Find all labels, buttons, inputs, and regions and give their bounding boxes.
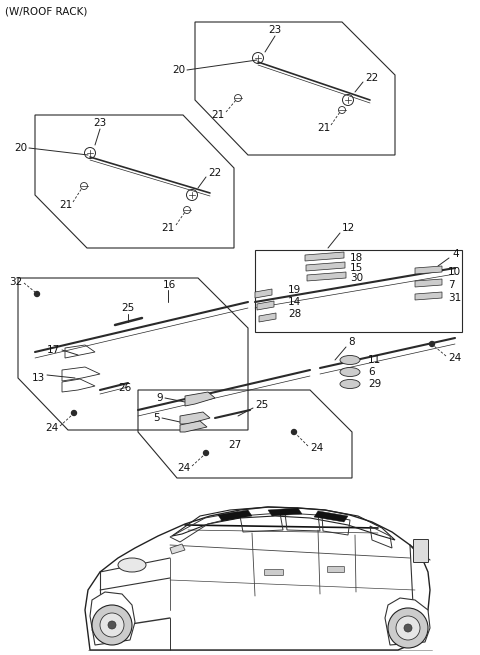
Polygon shape — [306, 262, 345, 271]
Text: 24: 24 — [448, 353, 461, 363]
Text: 8: 8 — [348, 337, 355, 347]
Text: 21: 21 — [59, 200, 72, 210]
Text: 7: 7 — [448, 280, 455, 290]
Circle shape — [108, 621, 116, 629]
Text: 24: 24 — [310, 443, 323, 453]
Text: 20: 20 — [172, 65, 185, 75]
Polygon shape — [385, 598, 430, 645]
Polygon shape — [218, 510, 252, 521]
Circle shape — [100, 613, 124, 637]
Text: 20: 20 — [14, 143, 27, 153]
Polygon shape — [257, 301, 274, 310]
Text: 14: 14 — [288, 297, 301, 307]
Text: 10: 10 — [448, 267, 461, 277]
Polygon shape — [255, 289, 272, 298]
Ellipse shape — [340, 356, 360, 364]
Polygon shape — [180, 421, 207, 432]
Text: 4: 4 — [452, 249, 458, 259]
Polygon shape — [180, 412, 210, 424]
FancyBboxPatch shape — [327, 567, 345, 572]
Text: 24: 24 — [177, 463, 190, 473]
Polygon shape — [268, 508, 302, 516]
Circle shape — [430, 341, 434, 346]
Text: 13: 13 — [32, 373, 45, 383]
Circle shape — [388, 608, 428, 648]
Ellipse shape — [340, 367, 360, 377]
Text: 24: 24 — [45, 423, 58, 433]
Ellipse shape — [118, 558, 146, 572]
Text: 22: 22 — [365, 73, 378, 83]
Text: 25: 25 — [255, 400, 268, 410]
Text: 5: 5 — [154, 413, 160, 423]
Text: 27: 27 — [228, 440, 241, 450]
Polygon shape — [90, 592, 135, 645]
FancyBboxPatch shape — [413, 540, 429, 563]
Polygon shape — [415, 266, 442, 274]
Text: 16: 16 — [163, 280, 176, 290]
Ellipse shape — [340, 379, 360, 388]
Polygon shape — [307, 272, 346, 281]
Polygon shape — [185, 392, 215, 406]
Circle shape — [35, 291, 39, 297]
Text: 11: 11 — [368, 355, 381, 365]
Text: 23: 23 — [268, 25, 282, 35]
Text: 12: 12 — [342, 223, 355, 233]
Text: 29: 29 — [368, 379, 381, 389]
Text: 28: 28 — [288, 309, 301, 319]
Text: 21: 21 — [162, 223, 175, 233]
Text: 21: 21 — [212, 110, 225, 120]
Circle shape — [72, 411, 76, 415]
Text: 19: 19 — [288, 285, 301, 295]
Text: 18: 18 — [350, 253, 363, 263]
Polygon shape — [415, 292, 442, 300]
Text: 21: 21 — [317, 123, 330, 133]
Circle shape — [92, 605, 132, 645]
Text: (W/ROOF RACK): (W/ROOF RACK) — [5, 7, 87, 17]
Circle shape — [396, 616, 420, 640]
Text: 32: 32 — [9, 277, 22, 287]
Polygon shape — [305, 252, 344, 261]
Text: 9: 9 — [156, 393, 163, 403]
Text: 22: 22 — [208, 168, 221, 178]
Polygon shape — [415, 279, 442, 287]
Circle shape — [291, 430, 297, 434]
Text: 6: 6 — [368, 367, 374, 377]
Polygon shape — [259, 313, 276, 322]
Circle shape — [204, 451, 208, 455]
Text: 30: 30 — [350, 273, 363, 283]
Text: 25: 25 — [121, 303, 134, 313]
FancyBboxPatch shape — [264, 569, 284, 576]
Text: 31: 31 — [448, 293, 461, 303]
Text: 17: 17 — [47, 345, 60, 355]
Polygon shape — [314, 511, 348, 522]
Text: 26: 26 — [118, 383, 131, 393]
Polygon shape — [170, 544, 185, 554]
Text: 15: 15 — [350, 263, 363, 273]
Circle shape — [404, 624, 412, 632]
Text: 23: 23 — [94, 118, 107, 128]
